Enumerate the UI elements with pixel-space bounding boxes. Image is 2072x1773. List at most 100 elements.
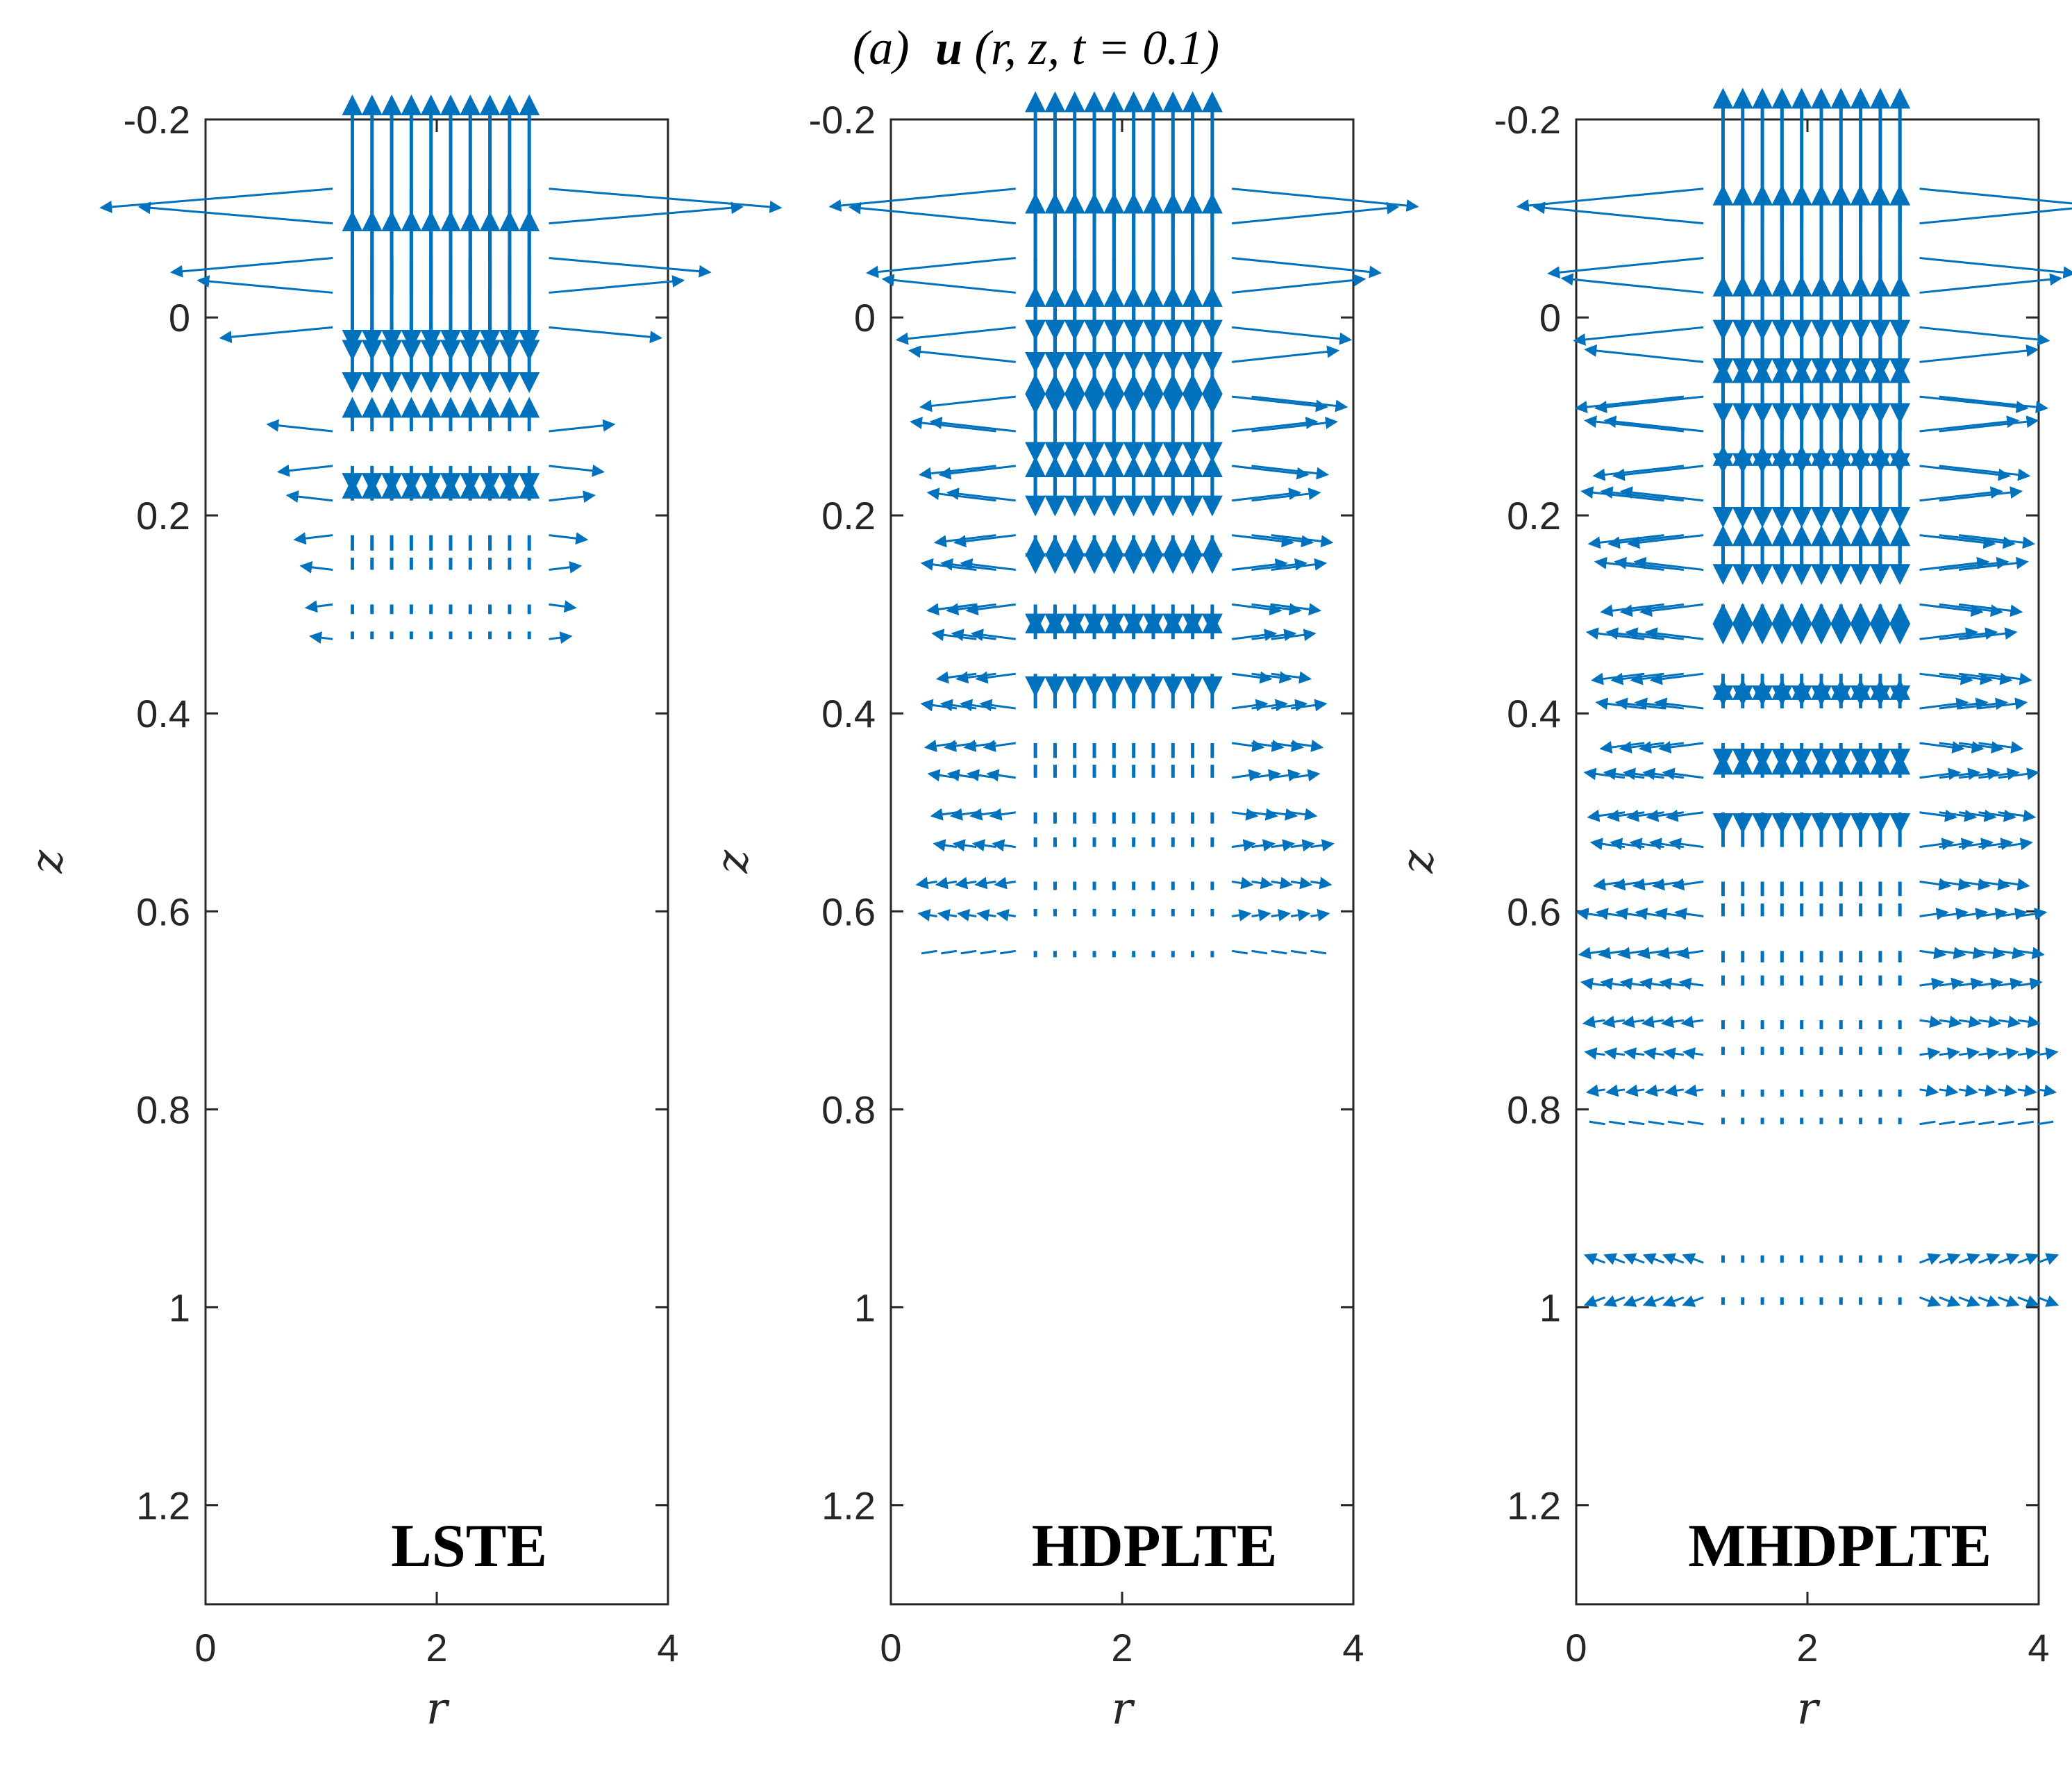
velocity-arrow [1231,629,1278,642]
velocity-arrow [1251,876,1273,890]
x-axis-label: r [1112,1683,1135,1735]
velocity-arrow [1251,949,1268,955]
velocity-arrow [1290,876,1313,890]
velocity-arrow [994,876,1017,890]
velocity-arrow [986,769,1017,782]
velocity-arrow [1290,769,1321,782]
velocity-arrow [299,560,333,574]
velocity-arrow [1958,947,1986,960]
velocity-arrow [1639,977,1664,990]
velocity-arrow [1623,1047,1645,1060]
velocity-arrow [1939,697,1989,710]
panel-hdplte: 0 2 4 -0.2 0 0.2 0.4 0.6 0.8 1 1.2 r z HDPLTE [713,91,1419,1735]
velocity-arrow [1680,1015,1704,1029]
velocity-arrow [1231,876,1254,890]
velocity-arrow [917,908,937,922]
y-tick-label: 0.6 [821,890,876,933]
velocity-arrow [1919,326,2050,346]
velocity-arrow [1978,697,2028,710]
axes-box [204,118,669,1606]
velocity-arrow [1232,417,1319,433]
velocity-arrow [309,631,333,644]
velocity-arrow [1662,1295,1685,1307]
velocity-arrow [1641,1015,1664,1029]
velocity-arrow [1998,1295,2020,1307]
velocity-arrow [1919,465,2011,481]
velocity-arrow [1958,672,2013,685]
velocity-arrow [1644,1084,1664,1097]
velocity-arrow [1231,949,1248,955]
velocity-arrow [1939,486,2023,502]
velocity-arrow [983,740,1017,752]
velocity-arrow [1584,415,1685,433]
velocity-arrow [1919,697,1969,710]
velocity-arrow [1998,809,2037,822]
velocity-arrow [971,839,996,852]
velocity-arrow [2037,1120,2054,1126]
velocity-arrow [2017,947,2045,960]
velocity-arrow [285,490,333,503]
velocity-arrow [2037,1295,2060,1307]
velocity-arrow [1919,273,2063,294]
y-tick-label: 0.2 [821,494,876,538]
velocity-arrow [956,908,977,922]
velocity-arrow [1958,809,1997,822]
velocity-arrow [1958,603,2023,617]
velocity-arrow [1978,1015,2002,1029]
velocity-arrow [1271,808,1298,821]
velocity-arrow [1919,947,1947,960]
velocity-arrow [938,465,1016,480]
quiver-arrows [828,91,1419,958]
axes-box [889,118,1355,1606]
velocity-arrow [549,188,783,213]
y-tick-label: 0.2 [136,494,190,538]
velocity-arrow [1978,672,2032,685]
velocity-arrow [992,839,1017,852]
velocity-arrow [549,201,744,225]
velocity-arrow [919,395,1016,413]
x-tick-label: 2 [1796,1626,1818,1670]
velocity-arrow [1605,1084,1626,1097]
velocity-arrow [881,274,1016,294]
velocity-arrow [1939,741,1985,754]
velocity-arrow [952,839,977,852]
velocity-arrow [1919,878,1952,891]
velocity-arrow [219,326,333,344]
velocity-arrow [1251,839,1276,852]
velocity-arrow [926,488,996,502]
velocity-arrow [304,600,333,613]
velocity-arrow [549,631,573,644]
velocity-arrow [1939,627,1998,640]
x-axis-label: r [1797,1683,1821,1735]
velocity-arrow [1998,1047,2019,1060]
velocity-arrow [1271,603,1322,616]
velocity-arrow [1919,486,2003,502]
velocity-arrow [1958,1253,1980,1265]
velocity-arrow [1660,1015,1685,1029]
velocity-arrow [549,600,577,613]
velocity-arrow [1251,629,1297,642]
y-tick-label: 1.2 [1507,1483,1561,1527]
velocity-arrow [1939,603,2004,617]
velocity-arrow [1271,839,1296,852]
velocity-arrow [975,671,1017,684]
velocity-arrow [1251,465,1330,480]
velocity-arrow [1644,627,1704,640]
velocity-arrow [1532,201,1704,225]
velocity-arrow [828,188,1016,212]
velocity-arrow [1232,257,1382,278]
velocity-arrow [1603,1047,1626,1060]
velocity-arrow [933,839,958,852]
velocity-arrow [1271,558,1328,572]
velocity-arrow [1939,534,2016,549]
velocity-arrow [549,419,616,433]
velocity-arrow [549,257,712,278]
velocity-arrow [1939,415,2039,433]
velocity-arrow [1682,1047,1704,1060]
velocity-arrow [1687,1120,1704,1126]
velocity-arrow [1231,808,1259,821]
velocity-arrow [1667,1120,1685,1126]
velocity-arrow [1919,603,1984,617]
velocity-arrow [1682,1295,1704,1307]
velocity-arrow [1600,977,1626,990]
